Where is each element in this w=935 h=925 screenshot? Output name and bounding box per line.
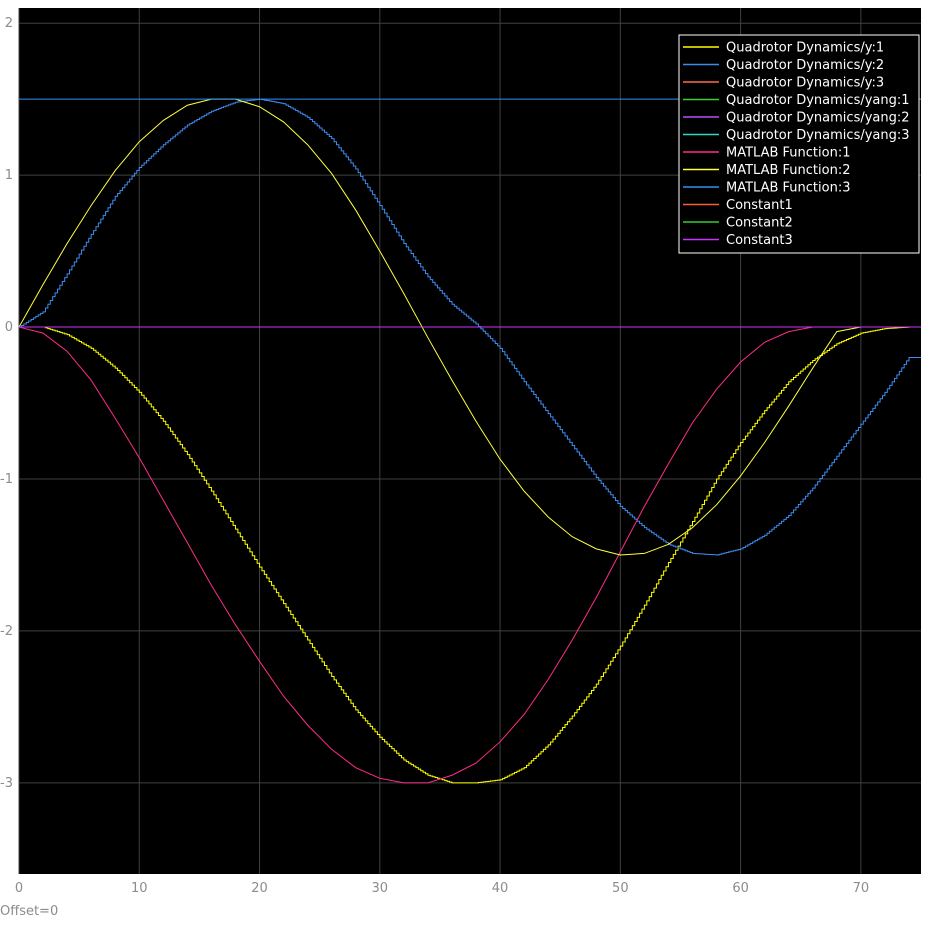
legend-entry-label[interactable]: Quadrotor Dynamics/yang:2 <box>726 111 910 126</box>
x-tick-label: 0 <box>15 881 23 896</box>
x-tick-label: 10 <box>131 881 148 896</box>
tick-labels: 0 10 20 30 40 50 60 70 -3 -2 -1 0 1 2 <box>0 16 869 896</box>
x-tick-label: 20 <box>251 881 268 896</box>
series-line-8 <box>18 98 921 556</box>
legend-entry-label[interactable]: Quadrotor Dynamics/y:2 <box>726 58 884 73</box>
legend-entry-label[interactable]: Quadrotor Dynamics/y:3 <box>726 76 884 91</box>
x-tick-label: 70 <box>853 881 870 896</box>
x-tick-label: 60 <box>732 881 749 896</box>
y-tick-label: 1 <box>5 168 13 183</box>
series-line-1 <box>19 326 921 784</box>
legend-entry-label[interactable]: Quadrotor Dynamics/y:1 <box>726 41 884 56</box>
offset-label: Offset=0 <box>0 904 58 919</box>
x-tick-label: 50 <box>612 881 629 896</box>
legend-entry-label[interactable]: Quadrotor Dynamics/yang:1 <box>726 93 910 108</box>
legend-entry-label[interactable]: Constant2 <box>726 216 793 231</box>
legend[interactable]: Quadrotor Dynamics/y:1 Quadrotor Dynamics… <box>678 34 920 254</box>
y-tick-label: 0 <box>5 320 13 335</box>
legend-entry-label[interactable]: Constant3 <box>726 233 793 248</box>
y-tick-label: 2 <box>5 16 13 31</box>
legend-entry-label[interactable]: MATLAB Function:3 <box>726 181 850 196</box>
y-tick-label: -2 <box>0 624 13 639</box>
legend-entry-label[interactable]: Quadrotor Dynamics/yang:3 <box>726 128 910 143</box>
legend-entry-label[interactable]: MATLAB Function:2 <box>726 163 850 178</box>
x-tick-label: 40 <box>492 881 509 896</box>
x-tick-label: 30 <box>372 881 389 896</box>
y-tick-label: -1 <box>0 472 13 487</box>
series-line-2 <box>19 98 921 556</box>
y-tick-label: -3 <box>0 776 13 791</box>
legend-entry-label[interactable]: MATLAB Function:1 <box>726 146 850 161</box>
legend-box <box>678 34 920 254</box>
series-lines <box>18 98 921 784</box>
series-line-7 <box>18 326 921 784</box>
legend-entry-label[interactable]: Constant1 <box>726 198 793 213</box>
